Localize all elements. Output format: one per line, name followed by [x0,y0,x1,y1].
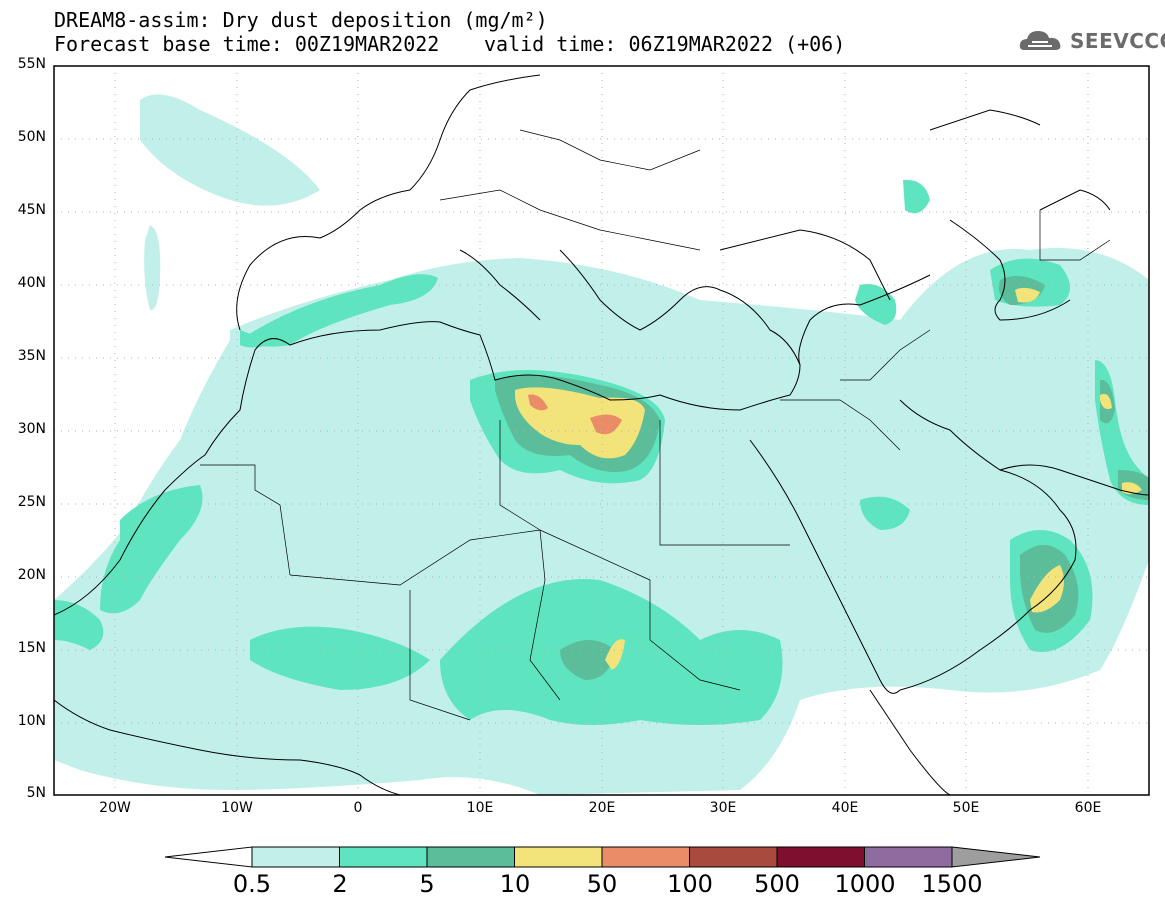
lat-label: 10N [17,713,46,729]
colorbar-segment [339,846,428,868]
lon-label: 40E [831,800,859,816]
colorbar-segment [426,846,515,868]
lat-label: 55N [17,56,46,72]
colorbar-label: 1500 [921,870,983,898]
colorbar-high-arrow [951,846,1041,868]
forecast-base-time: Forecast base time: 00Z19MAR2022 [54,32,440,56]
graticule [54,66,1149,795]
colorbar-label: 5 [419,870,435,898]
colorbar-label: 50 [586,870,618,898]
colorbar-label: 0.5 [232,870,272,898]
colorbar-segment [689,846,778,868]
lat-label: 15N [17,640,46,656]
lon-label: 10E [466,800,494,816]
colorbar-label: 2 [332,870,348,898]
lat-label: 45N [17,202,46,218]
colorbar [164,846,1041,868]
coastlines [54,74,1149,795]
cloud-icon [1019,31,1061,50]
colorbar-segment [601,846,690,868]
lat-label: 40N [17,275,46,291]
valid-time: valid time: 06Z19MAR2022 (+06) [484,32,846,56]
lon-label: 60E [1074,800,1102,816]
lat-label: 50N [17,129,46,145]
seevccc-logo: SEEVCCC [1018,26,1165,56]
colorbar-segment [514,846,603,868]
dust-contours [54,94,1149,795]
lon-label: 50E [952,800,980,816]
lat-label: 5N [26,785,46,801]
lon-label: 20W [99,800,131,816]
colorbar-label: 100 [667,870,713,898]
colorbar-segment [776,846,865,868]
lon-label: 10W [221,800,253,816]
lon-label: 0 [353,800,363,816]
lat-label: 25N [17,494,46,510]
colorbar-segment [864,846,953,868]
lon-label: 20E [588,800,616,816]
lon-label: 30E [709,800,737,816]
lat-label: 20N [17,567,46,583]
map-frame [53,65,1150,796]
colorbar-low-arrow [164,846,253,868]
colorbar-label: 500 [754,870,800,898]
lat-label: 35N [17,348,46,364]
colorbar-label: 1000 [834,870,896,898]
colorbar-label: 10 [499,870,531,898]
map-title: DREAM8-assim: Dry dust deposition (mg/m²… [54,8,548,32]
colorbar-segment [251,846,340,868]
lat-label: 30N [17,421,46,437]
country-borders [200,129,1111,721]
